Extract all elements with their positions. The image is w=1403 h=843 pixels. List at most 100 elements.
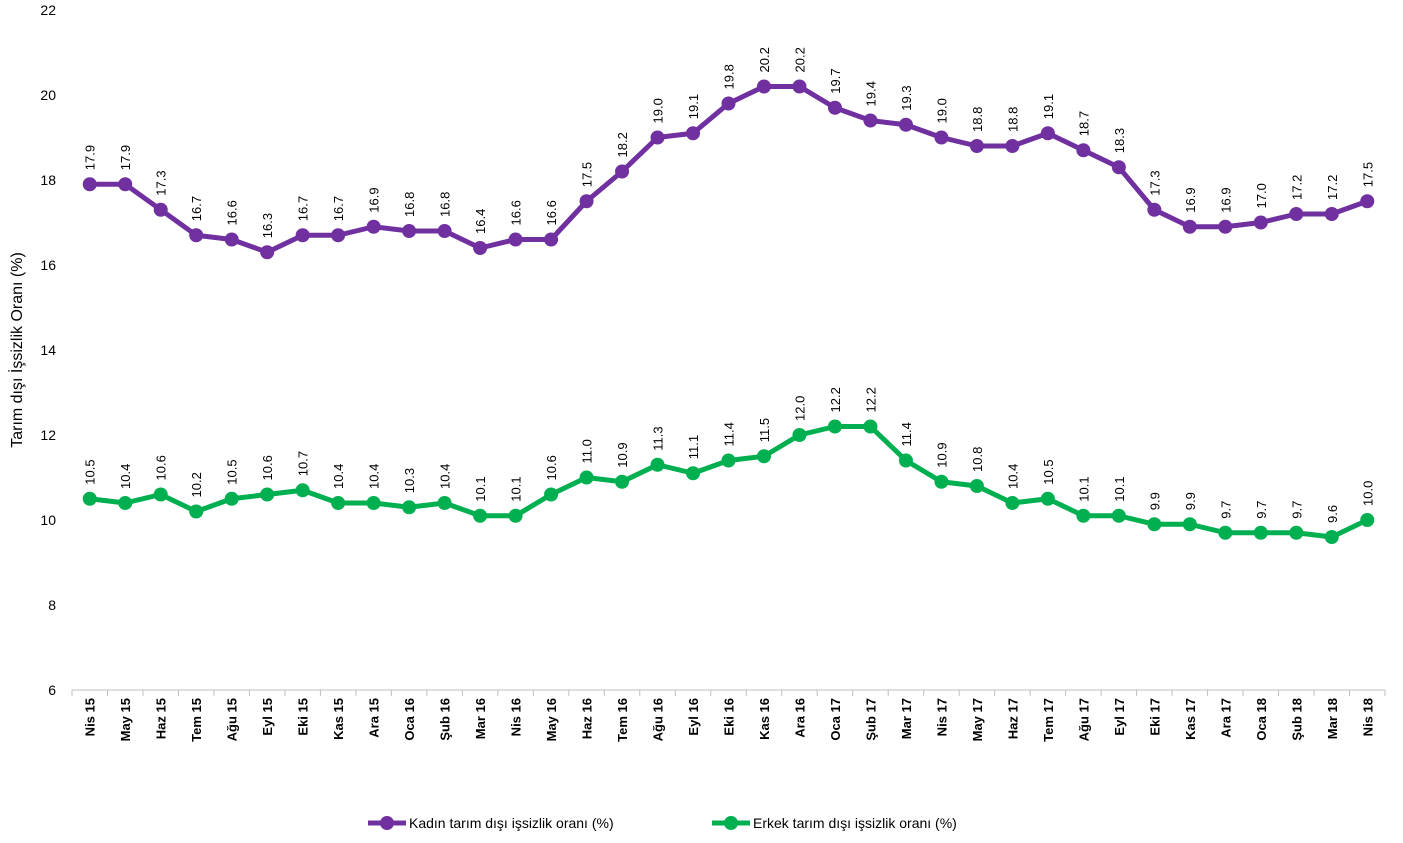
data-label: 17.9 [83,145,98,170]
marker [721,96,736,111]
x-tick-label: Eki 16 [722,698,737,736]
data-label: 19.3 [899,85,914,110]
data-label: 16.6 [544,200,559,225]
marker [224,232,239,247]
data-label: 11.5 [757,418,772,442]
marker [82,491,97,506]
data-label: 9.9 [1183,492,1198,510]
y-axis-label: Tarım dışı İşsizlik Oranı (%) [7,252,26,448]
data-label: 17.0 [1254,183,1269,208]
y-tick-label: 22 [40,2,56,18]
y-tick-label: 20 [40,87,56,103]
data-label: 17.3 [1147,170,1162,195]
marker [863,113,878,128]
x-tick-label: Mar 17 [899,698,914,739]
data-label: 16.4 [473,209,488,234]
marker [1111,508,1126,523]
x-tick-label: Şub 17 [863,698,878,741]
x-tick-label: Mar 16 [473,698,488,739]
marker [1289,525,1304,540]
marker [1111,160,1126,175]
marker [1040,491,1055,506]
x-tick-label: Oca 18 [1254,698,1269,741]
marker [1182,219,1197,234]
marker [473,508,488,523]
x-tick-label: Eyl 16 [686,698,701,736]
marker [1076,143,1091,158]
data-label: 16.7 [296,196,311,221]
data-label: 17.5 [580,162,595,187]
data-label: 11.3 [651,426,666,450]
data-label: 19.0 [934,98,949,123]
marker [437,496,452,510]
data-label: 16.6 [509,200,524,225]
marker [153,202,168,217]
data-label: 17.2 [1289,175,1304,200]
marker [82,177,97,192]
x-tick-label: Haz 16 [580,698,595,739]
y-tick-label: 6 [48,682,56,698]
marker [1360,194,1375,209]
x-tick-label: Oca 17 [828,698,843,741]
marker [756,79,771,94]
marker [402,224,417,238]
data-label: 17.5 [1360,162,1375,187]
marker [366,496,381,510]
data-label: 12.0 [792,396,807,421]
marker [260,245,275,260]
x-tick-label: Kas 17 [1183,698,1198,740]
x-tick-label: Haz 15 [154,698,169,739]
data-label: 16.7 [331,196,346,221]
data-label: 19.1 [1041,94,1056,119]
marker [650,130,665,145]
marker [756,449,771,464]
marker [1005,139,1020,153]
data-label: 18.2 [615,132,630,157]
data-label: 19.0 [651,98,666,123]
data-label: 10.5 [225,459,240,484]
x-tick-label: Haz 17 [1005,698,1020,739]
data-label: 20.2 [757,47,772,72]
x-tick-label: Kas 16 [757,698,772,740]
data-label: 11.0 [580,439,595,463]
legend-marker [724,816,738,830]
series-line [89,84,1369,255]
data-label: 10.6 [260,455,275,480]
marker [579,194,594,209]
marker [224,491,239,506]
x-tick-label: Nis 16 [509,698,524,736]
x-tick-label: Nis 17 [934,698,949,736]
marker [331,228,346,243]
marker [721,453,736,468]
marker [508,508,523,523]
data-label: 11.4 [899,422,914,446]
y-tick-label: 12 [40,427,56,443]
data-label: 17.3 [154,170,169,195]
x-tick-label: Ara 16 [792,698,807,738]
data-label: 10.4 [331,464,346,489]
x-tick-label: Ara 15 [367,698,382,738]
data-label: 10.1 [473,476,488,501]
marker [544,487,559,502]
marker [898,117,913,132]
marker [792,79,807,94]
marker [189,504,204,519]
x-tick-label: Ağu 16 [651,698,666,741]
data-label: 10.5 [1041,459,1056,484]
data-label: 19.1 [686,94,701,119]
marker [1289,207,1304,221]
x-tick-label: May 17 [970,698,985,741]
data-label: 19.4 [863,81,878,106]
marker [437,224,452,238]
marker [792,428,807,442]
data-label: 10.2 [189,472,204,497]
x-tick-label: May 15 [118,698,133,741]
data-label: 11.4 [722,422,737,446]
x-tick-label: Mar 18 [1325,698,1340,739]
marker [863,419,878,434]
y-tick-label: 14 [40,342,56,358]
data-label: 10.5 [83,459,98,484]
data-label: 10.1 [509,476,524,501]
data-label: 10.8 [970,447,985,472]
data-label: 10.9 [934,442,949,467]
